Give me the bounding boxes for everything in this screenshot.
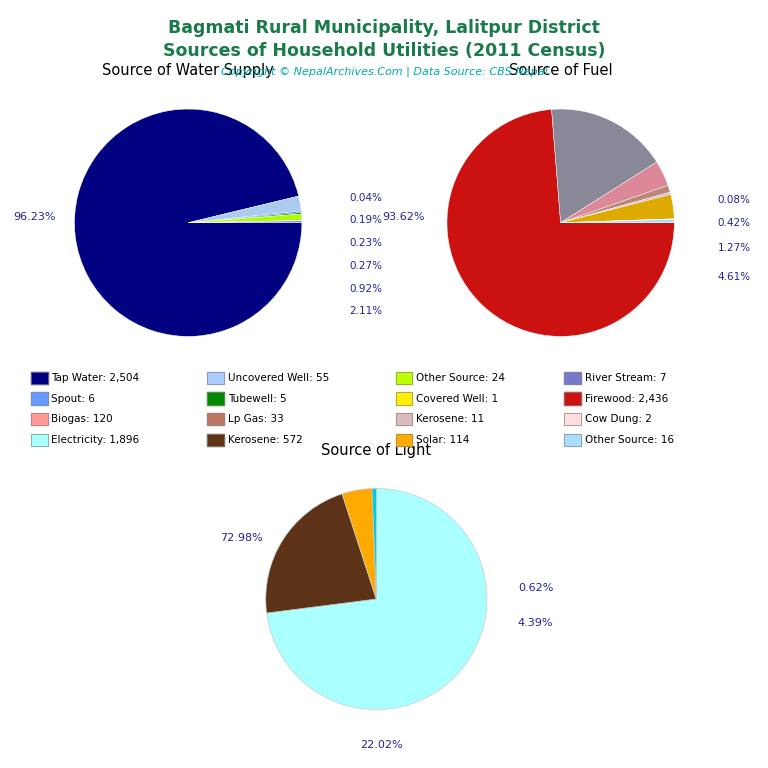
Text: Other Source: 16: Other Source: 16 <box>585 435 674 445</box>
Text: Kerosene: 11: Kerosene: 11 <box>416 414 485 425</box>
Wedge shape <box>188 214 302 223</box>
Wedge shape <box>74 109 302 336</box>
Text: Lp Gas: 33: Lp Gas: 33 <box>228 414 284 425</box>
Text: 96.23%: 96.23% <box>14 212 56 222</box>
Title: Source of Water Supply: Source of Water Supply <box>102 63 274 78</box>
Text: 2.11%: 2.11% <box>349 306 382 316</box>
Text: 0.42%: 0.42% <box>717 217 750 228</box>
Text: Electricity: 1,896: Electricity: 1,896 <box>51 435 140 445</box>
Wedge shape <box>188 213 302 223</box>
Wedge shape <box>266 488 487 710</box>
Wedge shape <box>372 488 376 599</box>
Text: 22.02%: 22.02% <box>360 740 403 750</box>
Text: Uncovered Well: 55: Uncovered Well: 55 <box>228 372 329 383</box>
Text: 0.27%: 0.27% <box>349 261 382 271</box>
Text: Solar: 114: Solar: 114 <box>416 435 469 445</box>
Text: Covered Well: 1: Covered Well: 1 <box>416 393 498 404</box>
Wedge shape <box>447 109 674 336</box>
Wedge shape <box>188 211 301 223</box>
Text: 0.08%: 0.08% <box>717 195 750 205</box>
Text: Kerosene: 572: Kerosene: 572 <box>228 435 303 445</box>
Text: 93.62%: 93.62% <box>382 212 425 222</box>
Text: Biogas: 120: Biogas: 120 <box>51 414 113 425</box>
Wedge shape <box>561 192 670 223</box>
Wedge shape <box>561 219 674 223</box>
Text: River Stream: 7: River Stream: 7 <box>585 372 667 383</box>
Text: Cow Dung: 2: Cow Dung: 2 <box>585 414 652 425</box>
Wedge shape <box>188 220 302 223</box>
Wedge shape <box>561 185 670 223</box>
Text: Sources of Household Utilities (2011 Census): Sources of Household Utilities (2011 Cen… <box>163 42 605 60</box>
Wedge shape <box>188 220 302 223</box>
Wedge shape <box>551 109 657 223</box>
Text: Firewood: 2,436: Firewood: 2,436 <box>585 393 668 404</box>
Text: 72.98%: 72.98% <box>220 533 263 543</box>
Text: Other Source: 24: Other Source: 24 <box>416 372 505 383</box>
Wedge shape <box>266 494 376 613</box>
Wedge shape <box>188 196 301 223</box>
Wedge shape <box>342 488 376 599</box>
Wedge shape <box>561 162 668 223</box>
Text: Copyright © NepalArchives.Com | Data Source: CBS Nepal: Copyright © NepalArchives.Com | Data Sou… <box>220 67 548 78</box>
Text: Spout: 6: Spout: 6 <box>51 393 95 404</box>
Text: 0.62%: 0.62% <box>518 583 553 593</box>
Text: Tap Water: 2,504: Tap Water: 2,504 <box>51 372 140 383</box>
Text: Bagmati Rural Municipality, Lalitpur District: Bagmati Rural Municipality, Lalitpur Dis… <box>168 19 600 37</box>
Text: 1.27%: 1.27% <box>717 243 750 253</box>
Wedge shape <box>561 219 674 223</box>
Text: 4.61%: 4.61% <box>717 273 750 283</box>
Title: Source of Light: Source of Light <box>321 443 432 458</box>
Text: 4.39%: 4.39% <box>518 618 554 628</box>
Text: 0.92%: 0.92% <box>349 283 382 293</box>
Text: 0.23%: 0.23% <box>349 238 382 248</box>
Text: 0.04%: 0.04% <box>349 193 382 203</box>
Wedge shape <box>561 194 674 223</box>
Text: Tubewell: 5: Tubewell: 5 <box>228 393 286 404</box>
Title: Source of Fuel: Source of Fuel <box>509 63 612 78</box>
Text: 0.19%: 0.19% <box>349 216 382 226</box>
